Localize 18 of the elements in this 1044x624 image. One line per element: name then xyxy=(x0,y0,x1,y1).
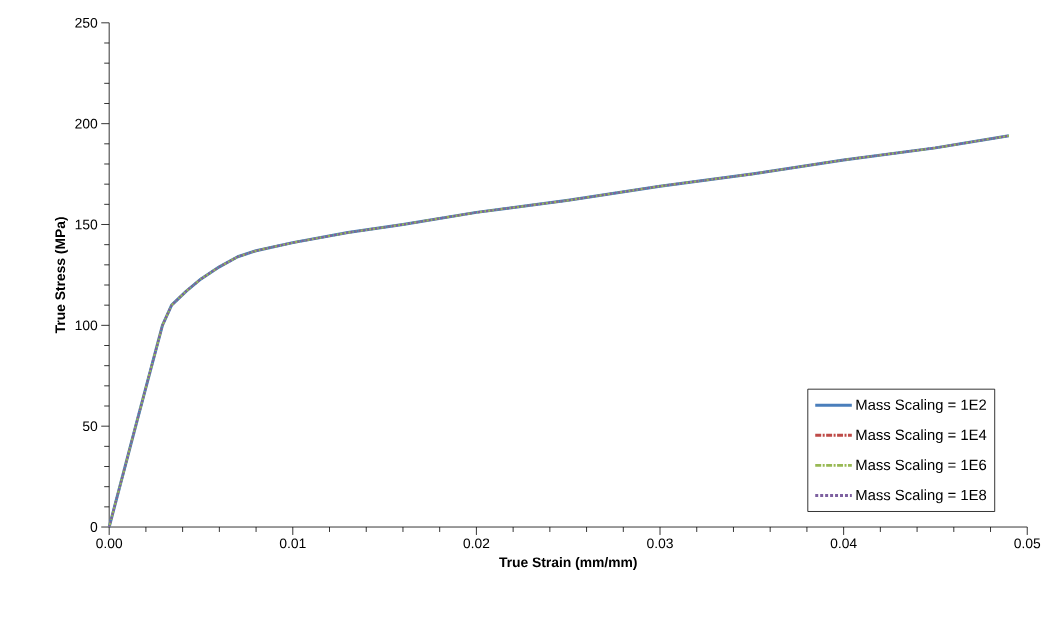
legend-label: Mass Scaling = 1E6 xyxy=(856,459,987,473)
x-tick-label: 0.00 xyxy=(96,538,123,549)
y-axis-title: True Stress (MPa) xyxy=(54,217,68,334)
y-tick-label: 200 xyxy=(75,118,98,129)
legend-label: Mass Scaling = 1E4 xyxy=(856,429,987,443)
x-tick-label: 0.05 xyxy=(1014,538,1041,549)
y-tick-label: 100 xyxy=(75,320,98,331)
legend-label: Mass Scaling = 1E2 xyxy=(856,398,987,413)
y-tick-label: 150 xyxy=(75,219,98,230)
y-tick-label: 50 xyxy=(82,421,98,431)
y-tick-label: 250 xyxy=(75,17,98,28)
y-tick-label: 0 xyxy=(90,521,98,532)
legend-label: Mass Scaling = 1E8 xyxy=(856,489,987,504)
x-tick-label: 0.02 xyxy=(463,538,490,549)
x-tick-label: 0.01 xyxy=(279,538,306,549)
x-tick-label: 0.03 xyxy=(647,538,673,549)
x-axis-title: True Strain (mm/mm) xyxy=(499,556,637,570)
x-tick-label: 0.04 xyxy=(830,538,857,549)
